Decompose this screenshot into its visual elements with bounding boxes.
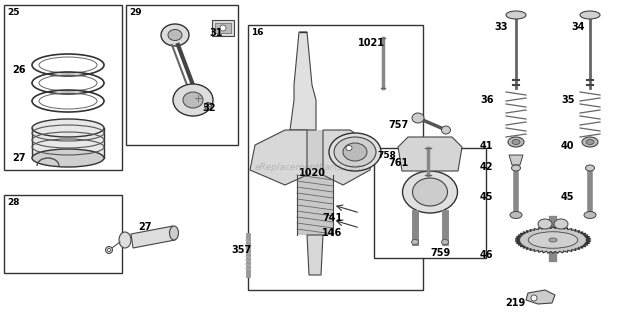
- Bar: [212, 20, 234, 36]
- Polygon shape: [250, 130, 307, 185]
- Text: 29: 29: [129, 8, 141, 17]
- Ellipse shape: [105, 247, 112, 254]
- Text: 16: 16: [251, 28, 264, 37]
- Ellipse shape: [584, 211, 596, 218]
- Ellipse shape: [32, 149, 104, 167]
- Polygon shape: [398, 137, 462, 171]
- Bar: [297, 175, 333, 235]
- Polygon shape: [323, 130, 373, 185]
- Ellipse shape: [528, 232, 578, 248]
- Text: 1021: 1021: [358, 38, 385, 48]
- Text: 36: 36: [480, 95, 494, 105]
- Ellipse shape: [161, 24, 189, 46]
- Ellipse shape: [412, 113, 424, 123]
- Ellipse shape: [538, 219, 552, 229]
- Bar: [126, 5, 238, 145]
- Text: 35: 35: [561, 95, 575, 105]
- Ellipse shape: [554, 219, 568, 229]
- Ellipse shape: [183, 92, 203, 108]
- Ellipse shape: [506, 11, 526, 19]
- Bar: [307, 130, 323, 175]
- Polygon shape: [509, 155, 523, 165]
- Polygon shape: [307, 235, 323, 275]
- Polygon shape: [526, 290, 555, 304]
- Text: 41: 41: [480, 141, 494, 151]
- Text: 146: 146: [322, 228, 342, 238]
- Text: 219: 219: [505, 298, 525, 308]
- Text: 42: 42: [480, 162, 494, 172]
- Ellipse shape: [32, 119, 104, 137]
- Ellipse shape: [586, 139, 594, 145]
- Text: 46: 46: [480, 250, 494, 260]
- Ellipse shape: [334, 137, 376, 167]
- Text: 25: 25: [7, 8, 19, 17]
- Ellipse shape: [107, 249, 110, 251]
- Polygon shape: [515, 227, 591, 253]
- Bar: [215, 23, 231, 33]
- Text: 33: 33: [494, 22, 508, 32]
- Text: 1020: 1020: [299, 168, 326, 178]
- Polygon shape: [290, 32, 316, 130]
- Text: 28: 28: [7, 198, 19, 207]
- Ellipse shape: [510, 211, 522, 218]
- Text: 741: 741: [322, 213, 342, 223]
- Ellipse shape: [412, 240, 418, 244]
- Polygon shape: [131, 226, 175, 248]
- Text: 45: 45: [480, 192, 494, 202]
- Ellipse shape: [220, 25, 226, 31]
- Ellipse shape: [402, 171, 458, 213]
- Ellipse shape: [169, 226, 179, 240]
- Ellipse shape: [508, 137, 524, 147]
- Ellipse shape: [346, 146, 352, 151]
- Bar: [32, 128, 104, 158]
- Text: 759: 759: [430, 248, 450, 258]
- Text: 40: 40: [561, 141, 575, 151]
- Text: 761: 761: [388, 158, 408, 168]
- Bar: [4, 5, 122, 170]
- Ellipse shape: [205, 102, 211, 109]
- Ellipse shape: [580, 11, 600, 19]
- Ellipse shape: [531, 295, 537, 301]
- Ellipse shape: [585, 165, 595, 171]
- Text: 357: 357: [231, 245, 251, 255]
- Text: 32: 32: [202, 103, 216, 113]
- Bar: [248, 25, 423, 290]
- Ellipse shape: [441, 240, 448, 244]
- Text: 757: 757: [388, 120, 408, 130]
- Ellipse shape: [512, 139, 520, 145]
- Text: 27: 27: [138, 222, 151, 232]
- Ellipse shape: [173, 84, 213, 116]
- Text: 34: 34: [571, 22, 585, 32]
- Ellipse shape: [119, 232, 131, 248]
- Bar: [4, 195, 122, 273]
- Text: 27: 27: [12, 153, 25, 163]
- Text: 26: 26: [12, 65, 25, 75]
- Ellipse shape: [549, 238, 557, 242]
- Ellipse shape: [441, 126, 451, 134]
- Ellipse shape: [329, 133, 381, 171]
- Ellipse shape: [195, 94, 202, 101]
- Ellipse shape: [582, 137, 598, 147]
- Text: eReplacementParts.com: eReplacementParts.com: [255, 164, 365, 172]
- Text: 758: 758: [377, 151, 396, 160]
- Ellipse shape: [412, 178, 448, 206]
- Ellipse shape: [343, 143, 367, 161]
- Ellipse shape: [512, 165, 521, 171]
- Text: 45: 45: [561, 192, 575, 202]
- Ellipse shape: [168, 29, 182, 41]
- Text: 31: 31: [209, 28, 223, 38]
- Bar: [374, 148, 486, 258]
